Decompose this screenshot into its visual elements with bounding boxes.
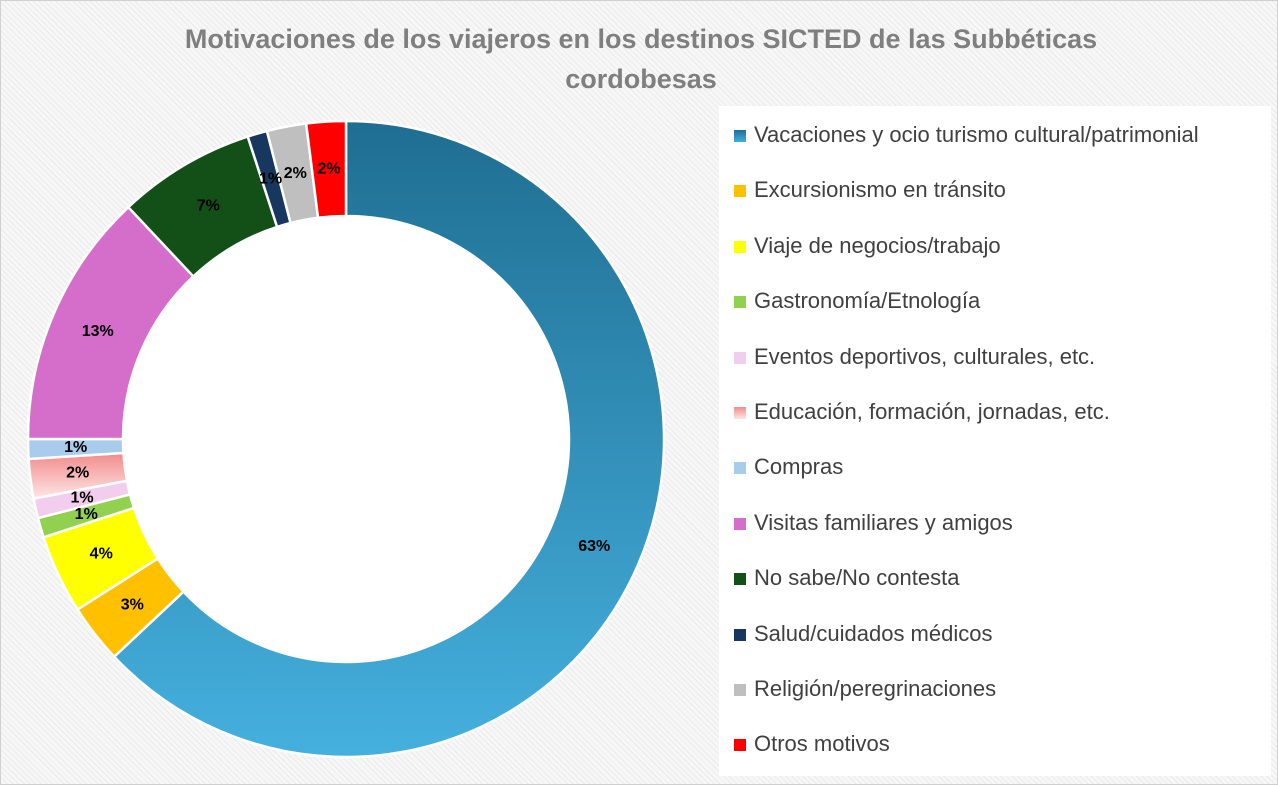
legend-label: Religión/peregrinaciones xyxy=(754,675,997,701)
data-label-compras: 1% xyxy=(64,439,87,456)
legend-label: No sabe/No contesta xyxy=(754,565,960,591)
legend-item-vacaciones-y-ocio-turismo-cultural-patrimonial: Vacaciones y ocio turismo cultural/patri… xyxy=(719,108,1271,163)
legend-item-eventos-deportivos-culturales-etc: Eventos deportivos, culturales, etc. xyxy=(719,330,1271,385)
legend-swatch xyxy=(734,573,746,586)
legend-item-visitas-familiares-y-amigos: Visitas familiares y amigos xyxy=(719,496,1271,551)
legend-item-educacion-formacion-jornadas-etc: Educación, formación, jornadas, etc. xyxy=(719,385,1271,440)
legend-label: Educación, formación, jornadas, etc. xyxy=(754,398,1110,424)
legend-swatch xyxy=(734,739,746,752)
legend-swatch xyxy=(734,628,746,641)
chart-title-line-2: cordobesas xyxy=(565,64,717,94)
legend-label: Otros motivos xyxy=(754,731,890,757)
legend-swatch xyxy=(734,406,746,419)
legend-swatch xyxy=(734,517,746,530)
legend-swatch xyxy=(734,683,746,696)
data-label-vacaciones-y-ocio-turismo-cultural-patrimonial: 63% xyxy=(578,538,610,555)
data-label-excursionismo-en-transito: 3% xyxy=(121,596,144,613)
legend-item-compras: Compras xyxy=(719,440,1271,495)
legend-label: Salud/cuidados médicos xyxy=(754,620,993,646)
legend-swatch xyxy=(734,351,746,364)
data-label-salud-cuidados-medicos: 1% xyxy=(259,171,282,188)
data-label-eventos-deportivos-culturales-etc: 1% xyxy=(70,490,93,507)
legend-item-gastronomia-etnologia: Gastronomía/Etnología xyxy=(719,274,1271,329)
legend-swatch xyxy=(734,240,746,253)
data-label-gastronomia-etnologia: 1% xyxy=(75,506,98,523)
slice-otros-motivos xyxy=(304,119,348,220)
legend-item-otros-motivos: Otros motivos xyxy=(719,717,1271,772)
data-label-otros-motivos: 2% xyxy=(317,161,340,178)
data-label-visitas-familiares-y-amigos: 13% xyxy=(82,323,114,340)
slice-vacaciones-y-ocio-turismo-cultural-patrimonial xyxy=(112,119,666,759)
doughnut-chart: 63%3%4%1%1%2%1%13%7%1% 2% 2% xyxy=(26,119,666,759)
legend-swatch xyxy=(734,185,746,198)
legend-label: Gastronomía/Etnología xyxy=(754,288,981,314)
legend-label: Excursionismo en tránsito xyxy=(754,177,1006,203)
legend-item-no-sabe-no-contesta: No sabe/No contesta xyxy=(719,551,1271,606)
legend-label: Viaje de negocios/trabajo xyxy=(754,232,1001,258)
legend-label: Visitas familiares y amigos xyxy=(754,509,1013,535)
chart-legend: Vacaciones y ocio turismo cultural/patri… xyxy=(719,106,1271,776)
doughnut-hole xyxy=(123,216,569,662)
legend-swatch xyxy=(734,462,746,475)
chart-title: Motivaciones de los viajeros en los dest… xyxy=(41,19,1241,99)
legend-item-excursionismo-en-transito: Excursionismo en tránsito xyxy=(719,163,1271,218)
legend-item-viaje-de-negocios-trabajo: Viaje de negocios/trabajo xyxy=(719,219,1271,274)
legend-item-salud-cuidados-medicos: Salud/cuidados médicos xyxy=(719,607,1271,662)
legend-item-religion-peregrinaciones: Religión/peregrinaciones xyxy=(719,662,1271,717)
legend-swatch xyxy=(734,296,746,309)
data-label-viaje-de-negocios-trabajo: 4% xyxy=(90,546,113,563)
legend-label: Compras xyxy=(754,454,844,480)
data-label-religion-peregrinaciones: 2% xyxy=(284,165,307,182)
legend-label: Eventos deportivos, culturales, etc. xyxy=(754,343,1096,369)
data-label-no-sabe-no-contesta: 7% xyxy=(197,198,220,215)
chart-title-line-1: Motivaciones de los viajeros en los dest… xyxy=(184,24,1098,54)
data-label-educacion-formacion-jornadas-etc: 2% xyxy=(66,464,89,481)
legend-swatch xyxy=(734,130,746,142)
legend-label: Vacaciones y ocio turismo cultural/patri… xyxy=(754,122,1199,147)
